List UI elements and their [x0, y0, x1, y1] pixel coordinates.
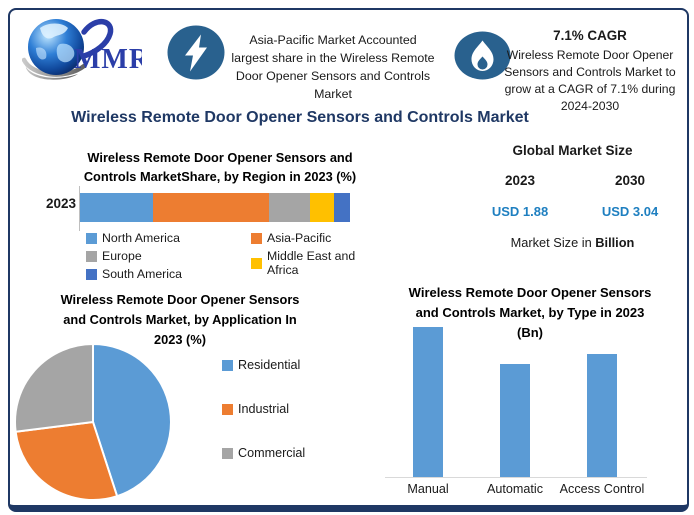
legend-label: South America — [102, 267, 182, 281]
region-axis-line — [79, 186, 80, 231]
pie-slice-residential — [92, 343, 172, 498]
legend-swatch — [222, 359, 233, 371]
pie-slice-commercial — [14, 343, 94, 433]
market-size-year-2023: 2023 — [504, 173, 536, 188]
region-segment-middle-east-and-africa — [309, 193, 334, 222]
application-pie-chart — [14, 343, 172, 501]
legend-label: Middle East and Africa — [267, 249, 356, 277]
legend-item-south-america: South America — [86, 267, 182, 281]
type-bar-label-manual: Manual — [407, 482, 449, 496]
region-chart: Wireless Remote Door Opener Sensors and … — [30, 145, 375, 281]
highlight-asia-pacific-text: Asia-Pacific Market Accounted largest sh… — [231, 33, 435, 101]
type-chart-title: Wireless Remote Door Opener Sensors and … — [408, 285, 652, 340]
flame-icon — [454, 31, 511, 80]
legend-item-north-america: North America — [86, 231, 180, 245]
market-size-value-2030: USD 3.04 — [601, 204, 659, 219]
region-segment-south-america — [333, 193, 350, 222]
legend-swatch — [86, 232, 97, 244]
legend-item-industrial: Industrial — [222, 402, 305, 416]
market-size-footnote-unit: Billion — [595, 235, 635, 250]
application-legend: Residential Industrial Commercial — [222, 358, 305, 490]
legend-swatch — [86, 268, 97, 280]
lightning-icon — [167, 25, 225, 80]
type-bar-manual — [413, 327, 443, 477]
legend-item-middle-east-and-africa: Middle East and Africa — [251, 249, 375, 277]
application-chart-title: Wireless Remote Door Opener Sensors and … — [60, 292, 300, 347]
legend-swatch — [251, 232, 262, 244]
market-size-title: Global Market Size — [512, 143, 633, 158]
cagr-text: Wireless Remote Door Opener Sensors and … — [504, 48, 676, 113]
legend-swatch — [86, 250, 97, 262]
type-bar-automatic — [500, 364, 530, 477]
cagr-heading: 7.1% CAGR — [553, 28, 627, 43]
global-market-size-panel: Global Market Size 2023 2030 USD 1.88 US… — [455, 140, 690, 260]
type-bar-label-access-control: Access Control — [559, 482, 645, 496]
region-axis-category-label: 2023 — [45, 196, 76, 211]
region-segment-north-america — [80, 193, 153, 222]
legend-item-commercial: Commercial — [222, 446, 305, 460]
pie-slice-industrial — [14, 421, 119, 501]
legend-item-europe: Europe — [86, 249, 142, 263]
legend-label: North America — [102, 231, 180, 245]
market-size-footnote: Market Size in Billion — [455, 235, 690, 250]
mmr-logo: MMR — [22, 19, 142, 80]
region-stacked-bar — [80, 193, 350, 222]
legend-item-asia-pacific: Asia-Pacific — [251, 231, 331, 245]
market-size-year-2030: 2030 — [614, 173, 646, 188]
region-chart-title: Wireless Remote Door Opener Sensors and … — [83, 150, 357, 184]
legend-swatch — [222, 403, 233, 415]
legend-label: Europe — [102, 249, 142, 263]
legend-swatch — [222, 447, 233, 459]
logo-blue-ribbon — [81, 19, 114, 59]
type-bar-access-control — [587, 353, 617, 477]
type-bar-label-automatic: Automatic — [487, 482, 543, 496]
type-axis-line — [385, 477, 647, 478]
legend-label: Residential — [238, 358, 301, 372]
legend-swatch — [251, 257, 262, 269]
type-chart: Wireless Remote Door Opener Sensors and … — [370, 280, 690, 510]
market-size-footnote-prefix: Market Size in — [510, 235, 596, 250]
legend-label: Industrial — [238, 402, 290, 416]
legend-item-residential: Residential — [222, 358, 305, 372]
legend-label: Asia-Pacific — [267, 231, 332, 245]
legend-label: Commercial — [238, 446, 306, 460]
region-segment-asia-pacific — [152, 193, 269, 222]
region-segment-europe — [269, 193, 310, 222]
logo-text: MMR — [74, 44, 142, 75]
page-title: Wireless Remote Door Opener Sensors and … — [71, 109, 529, 126]
market-size-value-2023: USD 1.88 — [491, 204, 549, 219]
